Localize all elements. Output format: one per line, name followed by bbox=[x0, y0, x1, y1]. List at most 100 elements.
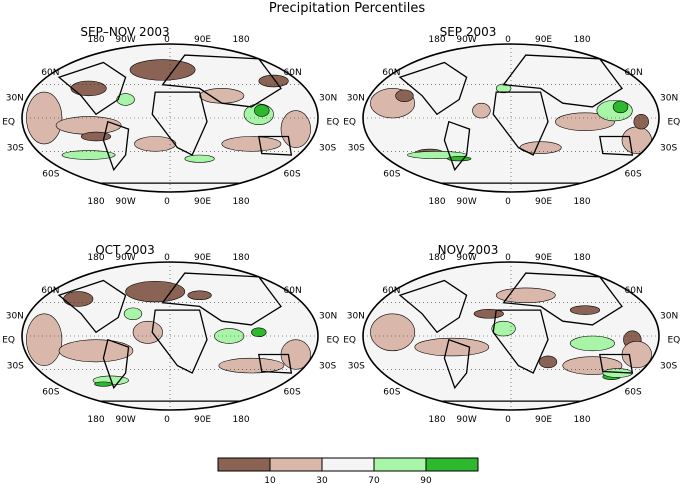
color-legend: 10 30 70 90 bbox=[217, 457, 479, 484]
coastline bbox=[398, 279, 468, 334]
percentile-patch bbox=[199, 88, 245, 104]
lon-label-bottom: 0 bbox=[164, 197, 170, 207]
lon-label-top: 90E bbox=[535, 35, 552, 45]
lon-label-bottom: 180 bbox=[573, 415, 590, 425]
percentile-patch bbox=[538, 355, 558, 369]
lon-label-top: 90E bbox=[535, 253, 552, 263]
figure-title: Precipitation Percentiles bbox=[269, 1, 426, 16]
lat-label-right: 60N bbox=[284, 286, 302, 296]
lat-label-right: EQ bbox=[667, 336, 680, 346]
percentile-patch bbox=[94, 381, 113, 387]
legend-swatch bbox=[217, 457, 271, 472]
lon-label-top: 0 bbox=[505, 35, 511, 45]
lat-label-right: 60N bbox=[625, 68, 643, 78]
coastline bbox=[151, 309, 208, 374]
lon-label-top: 180 bbox=[428, 35, 445, 45]
lat-label-right: 60S bbox=[284, 388, 301, 398]
coastline bbox=[258, 353, 293, 374]
coastline bbox=[492, 91, 549, 156]
percentile-patch bbox=[26, 91, 63, 145]
lon-label-bottom: 90E bbox=[194, 197, 211, 207]
legend-label: 30 bbox=[316, 476, 328, 484]
percentile-patch bbox=[134, 136, 177, 152]
percentile-patch bbox=[184, 154, 215, 163]
coastline bbox=[102, 120, 130, 172]
lon-label-bottom: 0 bbox=[505, 415, 511, 425]
percentile-patch bbox=[80, 131, 112, 142]
percentile-patch bbox=[280, 110, 311, 148]
legend-label: 90 bbox=[420, 476, 432, 484]
lat-label-right: 30S bbox=[660, 144, 677, 154]
lat-label-left: 30S bbox=[348, 144, 365, 154]
lon-label-top: 90W bbox=[456, 35, 476, 45]
percentile-patch bbox=[55, 116, 122, 135]
map-border bbox=[21, 261, 319, 411]
lat-label-right: 30N bbox=[660, 311, 678, 321]
legend-swatch bbox=[321, 457, 375, 472]
lon-label-bottom: 0 bbox=[164, 415, 170, 425]
coastline bbox=[57, 61, 127, 116]
percentile-patch bbox=[519, 141, 562, 154]
lon-label-bottom: 90W bbox=[115, 415, 135, 425]
coastline bbox=[599, 135, 634, 156]
lon-label-top: 180 bbox=[87, 253, 104, 263]
lat-label-left: 30N bbox=[6, 311, 24, 321]
lat-label-right: 30S bbox=[319, 144, 336, 154]
lon-label-top: 90E bbox=[194, 35, 211, 45]
coastline bbox=[443, 338, 471, 390]
lat-label-right: EQ bbox=[667, 118, 680, 128]
lat-label-right: 30N bbox=[660, 93, 678, 103]
coastline bbox=[161, 272, 282, 326]
percentile-patch bbox=[472, 102, 491, 119]
coastline bbox=[161, 54, 282, 108]
lat-label-left: 60S bbox=[42, 388, 59, 398]
percentile-patch bbox=[63, 291, 94, 307]
lat-label-left: 30N bbox=[347, 93, 365, 103]
lat-label-right: EQ bbox=[326, 118, 339, 128]
lat-label-left: 60N bbox=[382, 286, 400, 296]
lon-label-top: 90W bbox=[115, 253, 135, 263]
lat-label-left: 30S bbox=[7, 362, 24, 372]
lat-label-right: 30S bbox=[660, 362, 677, 372]
map-border bbox=[362, 261, 660, 411]
lat-label-right: 60S bbox=[625, 388, 642, 398]
percentile-patch bbox=[251, 327, 267, 338]
lon-label-top: 0 bbox=[505, 253, 511, 263]
lon-label-top: 90E bbox=[194, 253, 211, 263]
percentile-patch bbox=[116, 93, 135, 106]
lat-label-right: 30S bbox=[319, 362, 336, 372]
lon-label-bottom: 90E bbox=[535, 197, 552, 207]
panel-title: NOV 2003 bbox=[438, 243, 499, 257]
legend-swatch bbox=[425, 457, 479, 472]
lon-label-top: 90W bbox=[115, 35, 135, 45]
lat-label-left: 30S bbox=[7, 144, 24, 154]
lon-label-bottom: 90E bbox=[194, 415, 211, 425]
percentile-patch bbox=[569, 335, 615, 352]
percentile-patch bbox=[491, 320, 516, 337]
lon-label-top: 180 bbox=[87, 35, 104, 45]
coastline bbox=[102, 338, 130, 390]
coastline bbox=[151, 91, 208, 156]
percentile-patch bbox=[218, 357, 285, 374]
lat-label-left: EQ bbox=[2, 336, 15, 346]
percentile-patch bbox=[395, 89, 414, 103]
percentile-patch bbox=[612, 100, 629, 114]
lon-label-bottom: 90E bbox=[535, 415, 552, 425]
lon-label-bottom: 0 bbox=[505, 197, 511, 207]
coastline bbox=[398, 61, 468, 116]
percentile-patch bbox=[621, 126, 652, 154]
lon-label-top: 180 bbox=[232, 35, 249, 45]
lat-label-left: 30S bbox=[348, 362, 365, 372]
percentile-patch bbox=[258, 74, 289, 88]
panel-title: SEP–NOV 2003 bbox=[80, 25, 169, 39]
lat-label-right: 60S bbox=[625, 170, 642, 180]
lon-label-bottom: 90W bbox=[456, 415, 476, 425]
lat-label-left: 60N bbox=[41, 68, 59, 78]
percentile-patch bbox=[221, 136, 282, 152]
lon-label-top: 0 bbox=[164, 253, 170, 263]
lon-label-bottom: 180 bbox=[428, 415, 445, 425]
percentile-patch bbox=[132, 320, 163, 344]
lon-label-top: 0 bbox=[164, 35, 170, 45]
